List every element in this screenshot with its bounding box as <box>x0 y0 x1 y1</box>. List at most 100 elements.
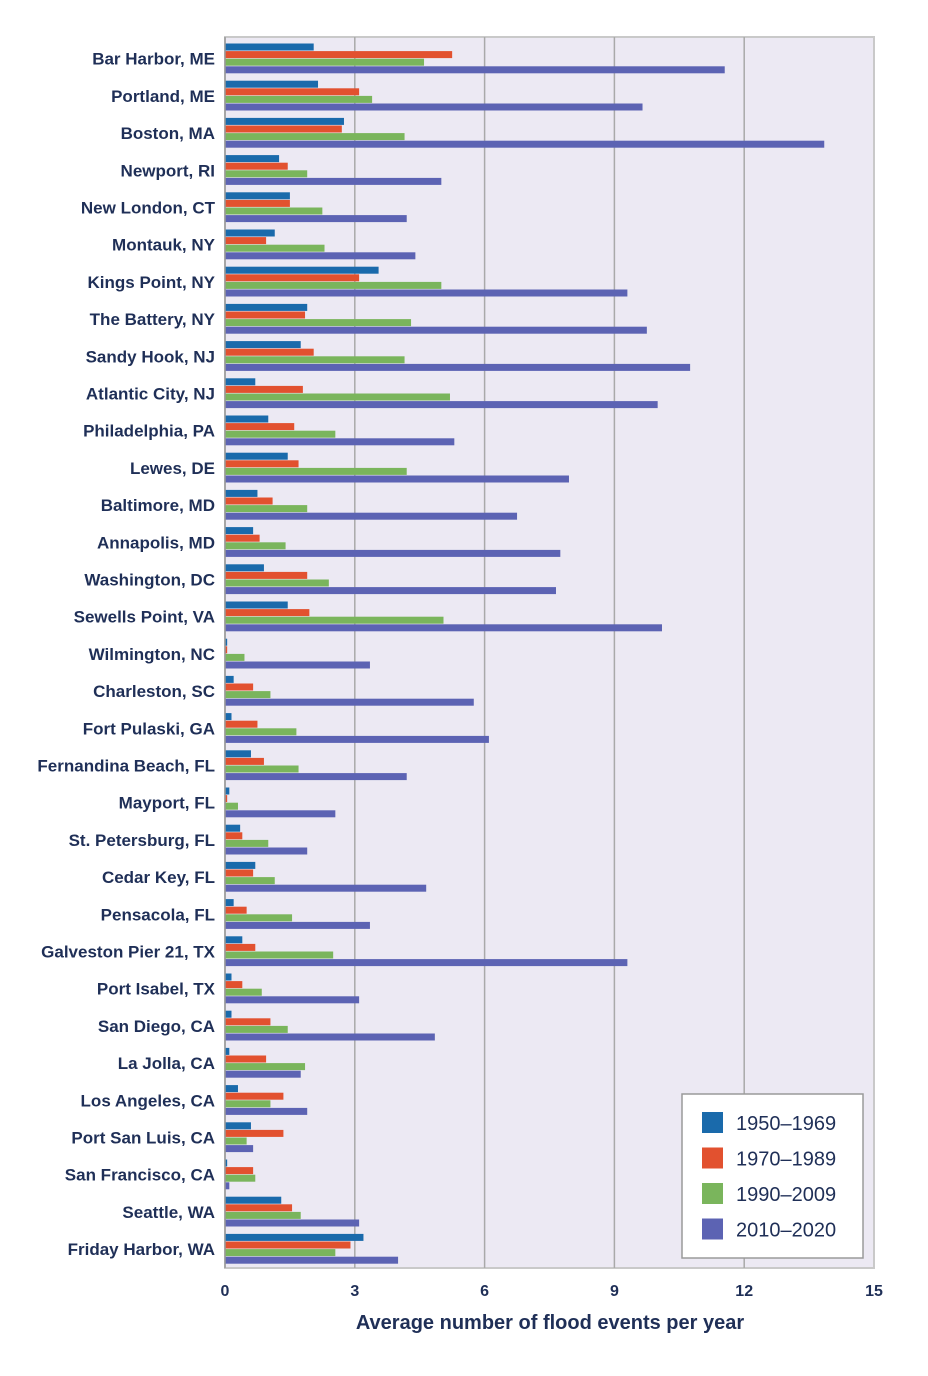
bar-3-1 <box>225 58 425 66</box>
bar-2-13 <box>225 497 273 505</box>
bar-3-30 <box>225 1137 247 1145</box>
bar-4-2 <box>225 103 643 111</box>
bar-2-29 <box>225 1092 284 1100</box>
bar-4-17 <box>225 661 370 669</box>
bar-1-18 <box>225 675 234 683</box>
bar-4-33 <box>225 1256 399 1264</box>
category-label: Charleston, SC <box>93 682 215 701</box>
x-tick-label: 15 <box>865 1283 883 1300</box>
legend-label-4: 2010–2020 <box>736 1220 836 1242</box>
bar-4-13 <box>225 512 518 520</box>
bar-1-14 <box>225 527 254 535</box>
legend-swatch-2 <box>702 1147 723 1169</box>
bar-1-13 <box>225 489 258 497</box>
bar-1-29 <box>225 1085 238 1093</box>
bar-2-4 <box>225 162 288 170</box>
bar-1-16 <box>225 601 288 609</box>
bar-4-1 <box>225 66 725 74</box>
bar-3-11 <box>225 430 336 438</box>
bar-4-10 <box>225 401 658 409</box>
x-tick-label: 6 <box>480 1283 489 1300</box>
bar-2-12 <box>225 460 299 468</box>
bar-4-19 <box>225 735 489 743</box>
bar-3-3 <box>225 133 405 141</box>
legend-swatch-1 <box>702 1112 723 1133</box>
bar-1-8 <box>225 303 308 311</box>
category-label: Seattle, WA <box>122 1203 215 1222</box>
bar-3-4 <box>225 170 308 178</box>
gridlines <box>354 37 745 1268</box>
bar-2-1 <box>225 51 453 59</box>
legend-label-2: 1970–1989 <box>736 1149 836 1171</box>
bar-3-29 <box>225 1100 271 1108</box>
category-label: Sandy Hook, NJ <box>86 347 215 366</box>
bar-4-26 <box>225 996 360 1004</box>
bar-3-14 <box>225 542 286 550</box>
bar-1-33 <box>225 1233 364 1241</box>
bar-1-9 <box>225 341 301 349</box>
bar-2-11 <box>225 423 295 431</box>
bar-3-13 <box>225 505 308 513</box>
bar-1-22 <box>225 824 241 832</box>
bar-1-11 <box>225 415 269 423</box>
bar-2-24 <box>225 906 247 914</box>
bar-1-30 <box>225 1122 251 1130</box>
bar-1-7 <box>225 266 379 274</box>
bar-2-26 <box>225 981 243 989</box>
bar-2-20 <box>225 757 264 765</box>
category-label: Kings Point, NY <box>88 273 216 292</box>
bar-4-12 <box>225 475 569 483</box>
category-label: Port Isabel, TX <box>97 980 216 999</box>
category-label: Mayport, FL <box>119 794 215 813</box>
bar-4-5 <box>225 215 407 223</box>
bar-4-25 <box>225 959 628 967</box>
bar-1-25 <box>225 936 243 944</box>
bar-4-31 <box>225 1182 230 1190</box>
bar-2-15 <box>225 571 308 579</box>
bar-3-15 <box>225 579 329 587</box>
bar-3-33 <box>225 1249 336 1257</box>
bar-2-22 <box>225 832 243 840</box>
x-tick-label: 0 <box>221 1283 230 1300</box>
category-label: Washington, DC <box>84 571 215 590</box>
bar-1-21 <box>225 787 230 795</box>
bar-3-21 <box>225 802 238 810</box>
bar-4-3 <box>225 140 825 148</box>
bar-4-4 <box>225 177 442 185</box>
category-labels: Bar Harbor, ME Portland, ME Boston, MA Newp… <box>37 50 215 1259</box>
bar-4-27 <box>225 1033 435 1041</box>
bar-2-10 <box>225 385 303 393</box>
bar-2-9 <box>225 348 314 356</box>
bar-2-6 <box>225 237 267 245</box>
bar-2-14 <box>225 534 260 542</box>
category-label: Fort Pulaski, GA <box>83 719 215 738</box>
legend: 1950–1969 1970–1989 1990–2009 2010–2020 <box>681 1093 864 1259</box>
category-label: Atlantic City, NJ <box>86 385 215 404</box>
bar-3-24 <box>225 914 293 922</box>
bar-4-28 <box>225 1070 301 1078</box>
bar-1-19 <box>225 713 232 721</box>
category-label: The Battery, NY <box>90 310 216 329</box>
bar-4-20 <box>225 773 407 781</box>
bar-2-23 <box>225 869 254 877</box>
bar-4-24 <box>225 921 370 929</box>
bar-3-28 <box>225 1063 306 1071</box>
bar-3-10 <box>225 393 450 401</box>
category-label: Portland, ME <box>111 87 215 106</box>
category-label: Boston, MA <box>121 124 215 143</box>
bar-3-18 <box>225 691 271 699</box>
category-label: Port San Luis, CA <box>71 1129 215 1148</box>
bar-2-21 <box>225 795 228 803</box>
bar-2-32 <box>225 1204 293 1212</box>
legend-label-1: 1950–1969 <box>736 1113 836 1135</box>
bar-4-15 <box>225 587 556 595</box>
category-label: Newport, RI <box>121 161 215 180</box>
bar-4-22 <box>225 847 308 855</box>
bar-4-21 <box>225 810 336 818</box>
category-label: Friday Harbor, WA <box>68 1240 215 1259</box>
bar-3-22 <box>225 839 269 847</box>
bar-1-24 <box>225 899 234 907</box>
bar-3-9 <box>225 356 405 364</box>
bar-2-16 <box>225 609 310 617</box>
category-label: Los Angeles, CA <box>81 1091 215 1110</box>
